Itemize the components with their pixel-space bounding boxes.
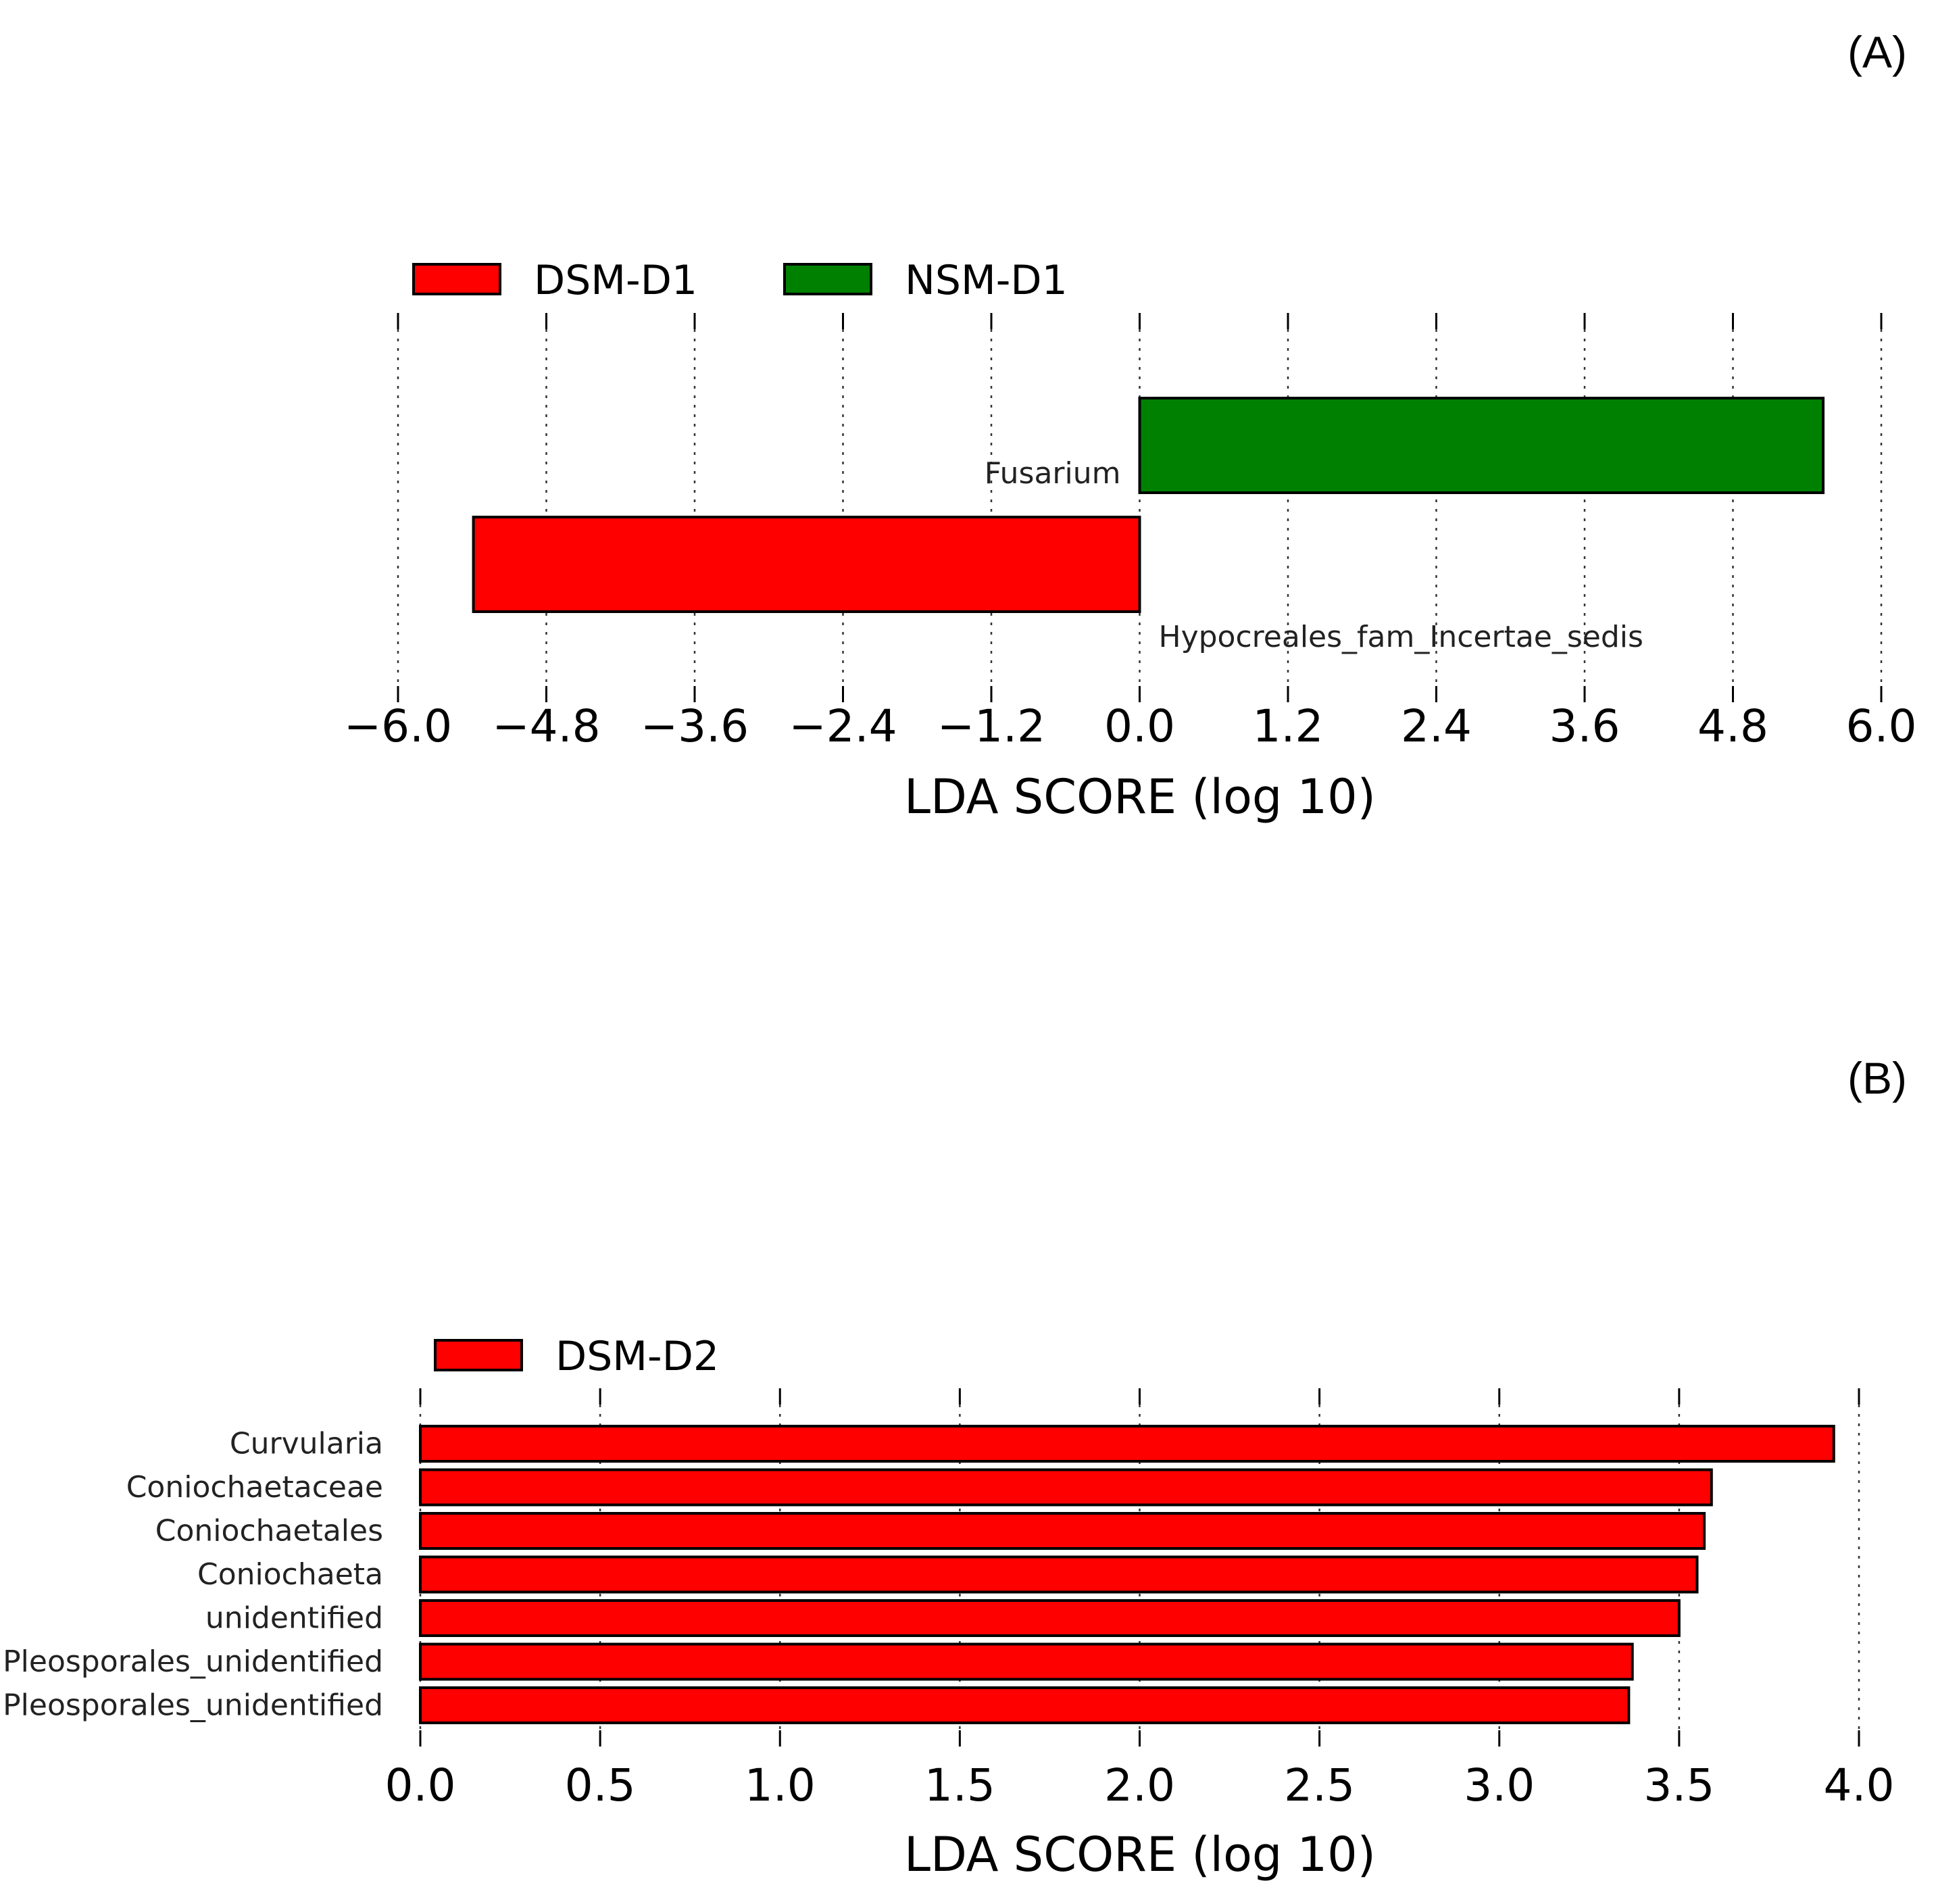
panel-a-bars: Fusarium Hypocreales_fam_Incertae_sedis xyxy=(472,397,1825,654)
panel-a-bar xyxy=(1138,397,1825,494)
panel-a-legend-swatch-nsm-d1 xyxy=(783,263,872,295)
panel-b-bar xyxy=(419,1425,1835,1463)
panel-b-chart: (B) DSM-D2 Curvularia Coniochaetaceae Coni… xyxy=(3,1053,1907,1882)
panel-b-x-tick-label: 0.5 xyxy=(565,1759,636,1811)
panel-b-bar-label: Coniochaetaceae xyxy=(126,1470,383,1505)
panel-a-chart: (A) DSM-D1 NSM-D1 Fusarium Hypocreales_fam… xyxy=(344,27,1917,825)
panel-a-x-tick-label: 0.0 xyxy=(1104,700,1175,752)
panel-b-bar xyxy=(419,1599,1681,1637)
panel-b-bar xyxy=(419,1686,1631,1724)
panel-b-bar-label: Curvularia xyxy=(230,1427,383,1461)
panel-b-bar xyxy=(419,1642,1634,1681)
panel-b-bar-label: Coniochaeta xyxy=(197,1557,383,1592)
panel-b-x-tick-label: 3.5 xyxy=(1643,1759,1714,1811)
panel-b-x-tick-label: 0.0 xyxy=(385,1759,456,1811)
panel-a-x-tick-label: 3.6 xyxy=(1549,700,1620,752)
panel-b-legend-label-dsm-d2: DSM-D2 xyxy=(555,1333,719,1380)
panel-a-x-tick-label: −6.0 xyxy=(344,700,452,752)
panel-a-x-tick-label: 4.8 xyxy=(1697,700,1768,752)
panel-a-bar-label: Hypocreales_fam_Incertae_sedis xyxy=(1159,620,1643,654)
panel-a-x-tick-label: −1.2 xyxy=(937,700,1045,752)
panel-b-x-tick-label: 1.5 xyxy=(924,1759,995,1811)
panel-a-legend: DSM-D1 NSM-D1 xyxy=(412,257,1068,304)
panel-a-x-tick-label: 2.4 xyxy=(1401,700,1472,752)
panel-b-x-axis: 0.0 0.5 1.0 1.5 2.0 2.5 3.0 3.5 4.0 xyxy=(385,1388,1895,1811)
panel-b-x-tick-label: 1.0 xyxy=(745,1759,816,1811)
panel-a-bar xyxy=(472,516,1141,613)
panel-a-x-axis-title: LDA SCORE (log 10) xyxy=(904,769,1376,825)
panel-a-gridlines xyxy=(397,329,1883,686)
panel-b-legend-swatch-dsm-d2 xyxy=(434,1339,523,1371)
panel-b-bar-label: unidentified xyxy=(205,1601,383,1636)
panel-a-x-tick-label: −3.6 xyxy=(641,700,749,752)
panel-b-bar-label: Coniochaetales xyxy=(155,1514,383,1548)
panel-b-bar xyxy=(419,1468,1713,1507)
panel-a-x-tick-label: 1.2 xyxy=(1253,700,1324,752)
panel-a-x-tick-label: −4.8 xyxy=(492,700,600,752)
panel-b-bar-label: Pleosporales_unidentified xyxy=(3,1644,383,1679)
panel-a-x-axis: −6.0 −4.8 −3.6 −2.4 −1.2 0.0 1.2 2.4 3.6 4.8 6.0 xyxy=(344,313,1917,752)
panel-a-label: (A) xyxy=(1847,27,1907,77)
panel-b-bars: Curvularia Coniochaetaceae Coniochaetales C… xyxy=(3,1425,1835,1724)
panel-b-x-tick-label: 2.0 xyxy=(1104,1759,1175,1811)
panel-b-x-tick-label: 2.5 xyxy=(1284,1759,1355,1811)
panel-b-x-axis-title: LDA SCORE (log 10) xyxy=(904,1827,1376,1882)
panel-b-bar xyxy=(419,1512,1706,1550)
panel-a-legend-label-dsm-d1: DSM-D1 xyxy=(534,257,697,304)
panel-a-x-tick-label: −2.4 xyxy=(789,700,897,752)
panel-a-bar-label: Fusarium xyxy=(985,456,1121,491)
panel-b-x-tick-label: 3.0 xyxy=(1464,1759,1535,1811)
panel-b-bar xyxy=(419,1555,1699,1594)
panel-b-x-tick-label: 4.0 xyxy=(1824,1759,1895,1811)
panel-b-bar-label: Pleosporales_unidentified xyxy=(3,1688,383,1723)
panel-b-legend: DSM-D2 xyxy=(434,1333,719,1380)
panel-a-legend-label-nsm-d1: NSM-D1 xyxy=(905,257,1068,304)
panel-a-x-tick-label: 6.0 xyxy=(1846,700,1917,752)
panel-b-label: (B) xyxy=(1847,1053,1907,1103)
panel-a-legend-swatch-dsm-d1 xyxy=(412,263,501,295)
